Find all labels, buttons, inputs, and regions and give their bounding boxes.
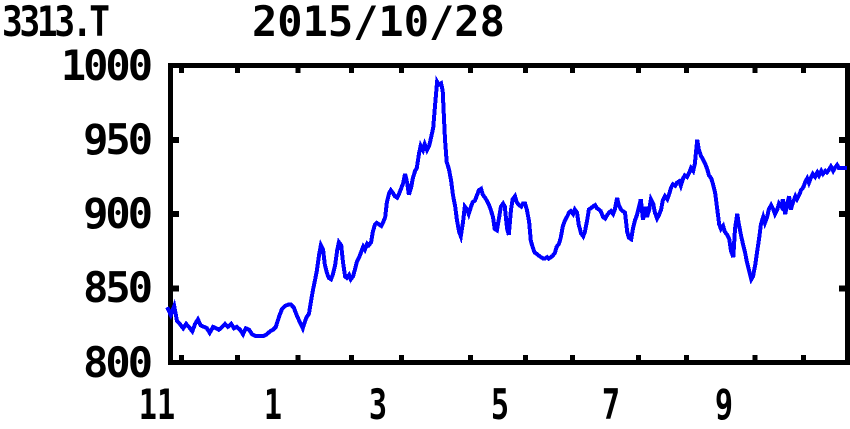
x-tick-top [801,68,807,73]
y-axis-label: 850 [83,263,153,313]
x-tick-bottom [235,355,241,360]
x-tick-bottom [178,355,184,360]
x-axis-label: 1 [263,380,283,429]
y-tick-right [839,285,845,292]
x-tick-top [348,68,354,73]
x-tick-top [752,68,758,73]
x-tick-top [178,68,184,73]
x-tick-top [522,68,528,73]
x-axis-label: 7 [601,380,620,429]
y-axis-label: 950 [83,114,153,164]
x-tick-top [683,68,689,73]
x-tick-top [295,68,301,73]
y-tick-left [173,136,179,143]
x-tick-bottom [398,355,404,360]
price-line [165,75,847,339]
x-tick-bottom [801,355,807,360]
y-tick-right [839,211,845,217]
y-axis-label: 900 [83,189,153,238]
x-tick-bottom [522,355,528,360]
y-tick-right [839,136,845,143]
y-tick-left [173,285,179,292]
y-tick-left [173,211,179,217]
x-axis-label: 3 [368,380,387,429]
x-tick-bottom [683,355,689,360]
ticker-symbol: 3313.T [2,0,110,46]
x-tick-top [467,68,473,73]
x-tick-bottom [635,355,641,360]
quote-date: 2015/10/28 [252,0,505,46]
x-tick-top [570,68,576,73]
x-axis-label: 11 [138,380,176,429]
x-tick-bottom [348,355,354,360]
y-axis-label: 800 [83,337,153,387]
x-tick-top [398,68,404,73]
x-tick-bottom [295,355,301,360]
x-tick-top [635,68,641,73]
x-tick-bottom [752,355,758,360]
plot-border [168,63,850,365]
x-axis-label: 9 [714,380,733,429]
x-tick-top [235,68,241,73]
x-tick-bottom [570,355,576,360]
x-tick-bottom [467,355,473,360]
y-axis-label: 1000 [60,40,153,90]
x-axis-label: 5 [490,380,509,429]
